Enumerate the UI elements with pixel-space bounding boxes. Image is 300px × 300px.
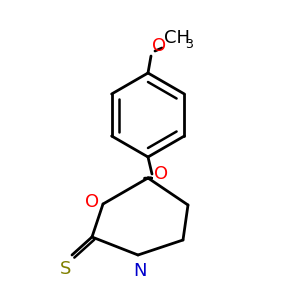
- Text: CH: CH: [164, 29, 190, 47]
- Text: O: O: [85, 193, 99, 211]
- Text: S: S: [60, 260, 72, 278]
- Text: O: O: [154, 165, 168, 183]
- Text: N: N: [133, 262, 147, 280]
- Text: O: O: [152, 37, 166, 55]
- Text: 3: 3: [185, 38, 193, 51]
